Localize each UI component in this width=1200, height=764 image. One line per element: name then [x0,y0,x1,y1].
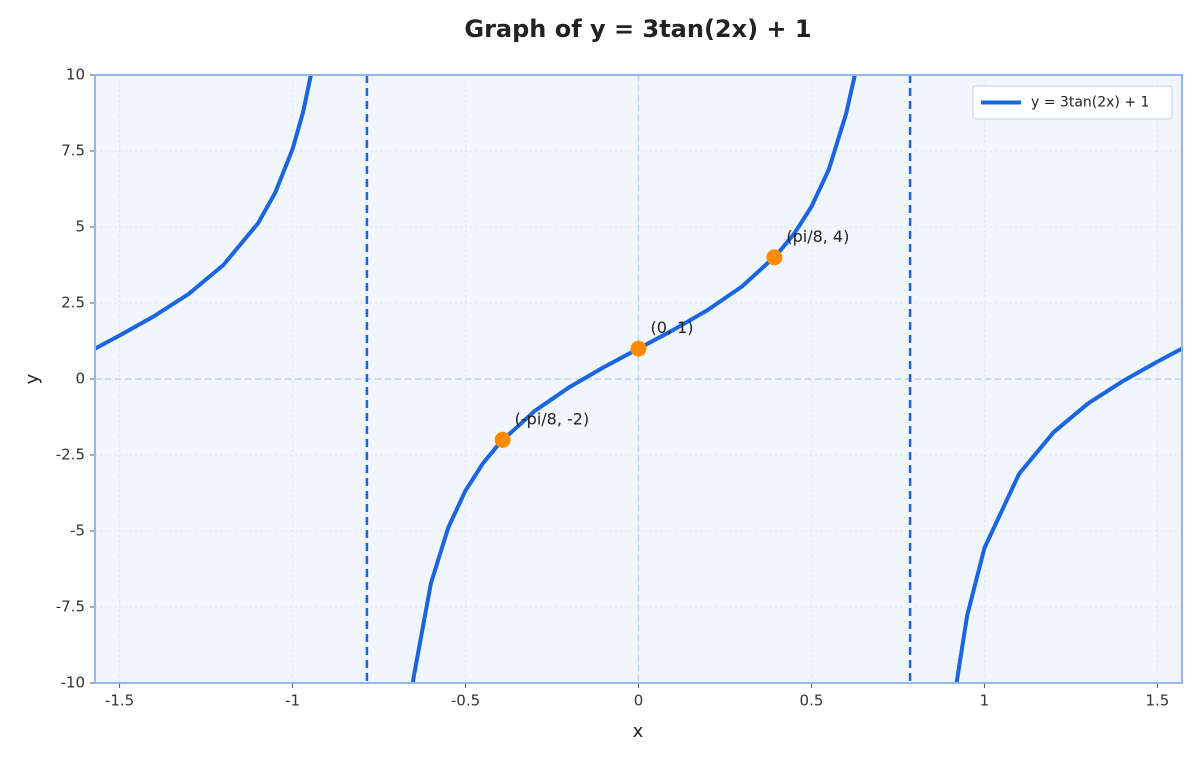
y-tick-label: -2.5 [56,446,85,464]
x-tick-label: 1.5 [1146,692,1170,710]
x-tick-label: -1 [285,692,300,710]
legend-box [972,85,1173,120]
point-label: (-pi/8, -2) [515,409,590,428]
y-tick-label: -7.5 [56,598,85,616]
x-tick-label: 1 [980,692,990,710]
x-tick-label: -1.5 [105,692,134,710]
y-tick-label: 0 [75,370,85,388]
key-point [766,249,783,266]
point-label: (pi/8, 4) [786,227,849,246]
legend-label: y = 3tan(2x) + 1 [1031,95,1149,111]
y-tick-label: -5 [70,522,85,540]
curve [95,75,1182,683]
key-point [630,340,647,357]
x-axis-label: x [633,721,644,742]
y-tick-label: 10 [66,66,85,84]
plot-frame [94,74,1183,684]
y-tick-label: 2.5 [61,294,85,312]
y-tick-label: 5 [75,218,85,236]
x-tick-label: -0.5 [451,692,480,710]
x-tick-label: 0.5 [800,692,824,710]
chart-title: Graph of y = 3tan(2x) + 1 [464,15,811,43]
point-label: (0, 1) [651,318,694,337]
key-point [494,431,511,448]
y-tick-label: 7.5 [61,142,85,160]
x-tick-label: 0 [634,692,644,710]
y-tick-label: -10 [61,674,86,692]
y-axis-label: y [22,373,43,384]
